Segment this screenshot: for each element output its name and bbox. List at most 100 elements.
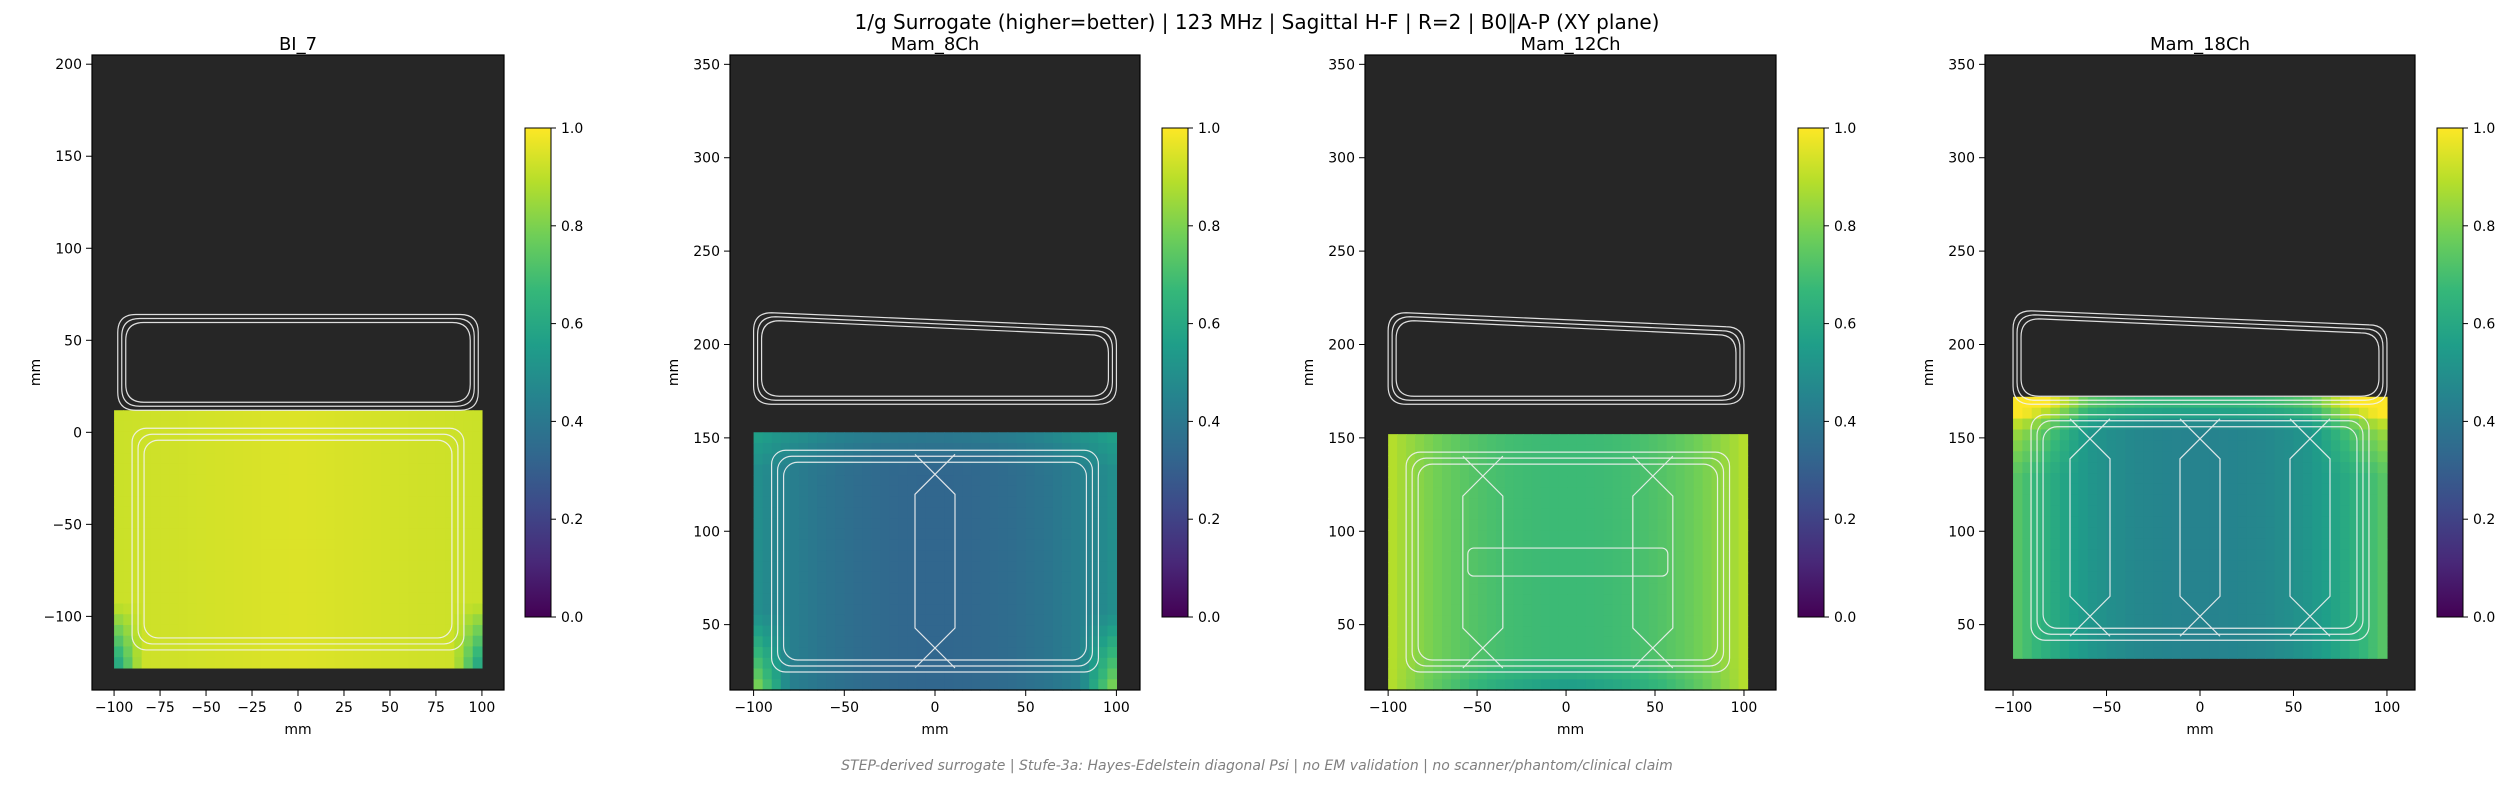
heatmap-cell <box>2181 614 2192 627</box>
heatmap-cell <box>399 624 409 637</box>
y-tick-label: 200 <box>693 337 720 353</box>
heatmap-cell <box>871 550 882 562</box>
heatmap-cell <box>1522 615 1533 627</box>
heatmap-cell <box>380 410 391 422</box>
heatmap-cell <box>2349 625 2360 638</box>
heatmap-cell <box>962 679 972 691</box>
heatmap-cell <box>132 614 143 626</box>
heatmap-cell <box>399 474 409 486</box>
heatmap-cell <box>325 539 336 551</box>
heatmap-cell <box>780 464 791 476</box>
heatmap-cell <box>798 571 809 584</box>
heatmap-cell <box>307 571 317 583</box>
heatmap-cell <box>2115 581 2126 594</box>
heatmap-cell <box>844 636 854 648</box>
heatmap-cell <box>862 679 873 691</box>
heatmap-cell <box>417 453 428 465</box>
heatmap-cell <box>279 635 290 648</box>
heatmap-cell <box>771 464 782 476</box>
heatmap-cell <box>1080 518 1090 530</box>
heatmap-cell <box>1495 636 1506 648</box>
heatmap-cell <box>1531 562 1542 574</box>
heatmap-cell <box>2125 516 2136 529</box>
heatmap-cell <box>1540 647 1551 659</box>
heatmap-cell <box>2041 516 2052 529</box>
heatmap-cell <box>160 463 170 476</box>
heatmap-cell <box>187 442 198 454</box>
heatmap-cell <box>399 506 409 519</box>
heatmap-cell <box>1522 647 1533 659</box>
heatmap-cell <box>1738 647 1749 659</box>
heatmap-cell <box>343 528 354 540</box>
heatmap-cell <box>132 635 143 648</box>
heatmap-cell <box>1729 540 1740 552</box>
heatmap-cell <box>150 549 161 562</box>
x-tick-label: −100 <box>1369 700 1407 716</box>
heatmap-cell <box>2050 483 2061 496</box>
heatmap-cell <box>880 571 891 584</box>
heatmap-cell <box>935 507 945 519</box>
heatmap-cell <box>2349 440 2360 452</box>
heatmap-cell <box>1098 647 1108 659</box>
heatmap-cell <box>798 443 809 455</box>
heatmap-cell <box>1657 476 1668 489</box>
heatmap-cell <box>279 582 290 594</box>
heatmap-cell <box>780 550 791 562</box>
heatmap-cell <box>835 571 845 584</box>
heatmap-cell <box>1585 583 1596 595</box>
heatmap-cell <box>426 506 437 519</box>
heatmap-cell <box>907 432 918 444</box>
heatmap-cell <box>426 560 437 572</box>
heatmap-cell <box>753 593 764 605</box>
heatmap-cell <box>1594 679 1605 691</box>
heatmap-cell <box>862 657 873 670</box>
heatmap-cell <box>288 549 299 562</box>
heatmap-cell <box>1043 507 1054 519</box>
heatmap-cell <box>325 549 336 562</box>
heatmap-cell <box>1720 594 1731 606</box>
y-tick-label: 150 <box>1328 431 1355 447</box>
heatmap-cell <box>408 506 419 519</box>
heatmap-cell <box>1693 476 1704 489</box>
heatmap-cell <box>334 517 345 529</box>
heatmap-cell <box>2218 516 2229 529</box>
heatmap-cell <box>242 517 253 529</box>
heatmap-cell <box>1549 519 1560 531</box>
heatmap-cell <box>2143 636 2154 648</box>
heatmap-cell <box>169 657 180 669</box>
heatmap-cell <box>1558 679 1569 691</box>
heatmap-cell <box>2265 647 2276 659</box>
heatmap-cell <box>169 582 180 594</box>
colorbar-tick-label: 0.6 <box>2473 317 2495 333</box>
heatmap-cell <box>835 647 845 659</box>
heatmap-cell <box>389 603 400 615</box>
heatmap-cell <box>2097 549 2108 561</box>
heatmap-cell <box>2190 549 2201 561</box>
heatmap-cell <box>771 528 782 541</box>
heatmap-cell <box>141 442 152 454</box>
heatmap-cell <box>1451 615 1461 627</box>
heatmap-cell <box>962 507 972 519</box>
heatmap-cell <box>1451 668 1461 680</box>
heatmap-cell <box>298 506 308 519</box>
heatmap-cell <box>206 635 216 648</box>
heatmap-cell <box>417 549 428 562</box>
heatmap-cell <box>2284 418 2295 431</box>
heatmap-cell <box>472 506 483 519</box>
heatmap-cell <box>971 571 981 584</box>
heatmap-cell <box>389 624 400 637</box>
heatmap-cell <box>1639 487 1650 499</box>
heatmap-cell <box>1469 487 1479 499</box>
panel-title: Mam_12Ch <box>1521 34 1621 55</box>
heatmap-cell <box>762 443 773 455</box>
heatmap-cell <box>1513 508 1524 521</box>
heatmap-cell <box>898 550 909 562</box>
heatmap-cell <box>178 614 189 626</box>
heatmap-cell <box>1675 498 1686 510</box>
heatmap-cell <box>1522 508 1533 521</box>
heatmap-cell <box>2134 516 2145 529</box>
heatmap-cell <box>1603 455 1614 467</box>
heatmap-cell <box>753 679 764 691</box>
heatmap-cell <box>798 453 809 466</box>
heatmap-cell <box>2069 494 2080 507</box>
